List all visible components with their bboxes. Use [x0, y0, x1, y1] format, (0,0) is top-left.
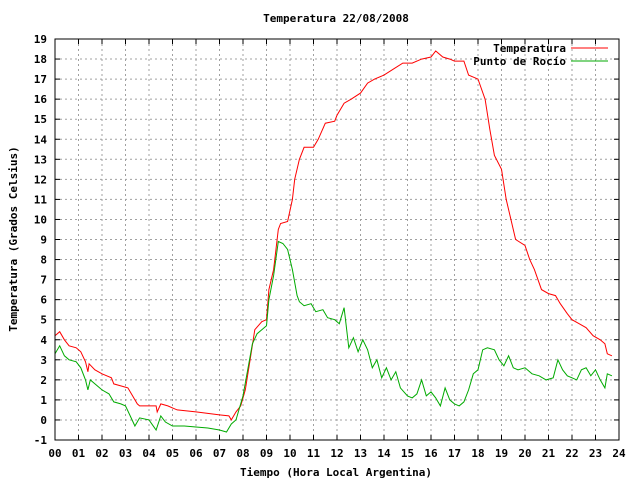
y-tick-label: 16	[34, 93, 48, 106]
x-tick-label: 21	[542, 447, 556, 460]
x-tick-label: 17	[448, 447, 461, 460]
y-tick-label: 8	[40, 254, 47, 267]
x-tick-label: 24	[612, 447, 626, 460]
y-tick-label: 0	[40, 414, 47, 427]
y-tick-label: 18	[34, 53, 47, 66]
x-tick-label: 05	[166, 447, 179, 460]
legend-label-temperatura: Temperatura	[493, 42, 566, 55]
x-tick-label: 08	[236, 447, 249, 460]
series-layer	[54, 50, 613, 433]
x-tick-label: 07	[213, 447, 226, 460]
x-tick-label: 00	[48, 447, 61, 460]
x-tick-label: 01	[72, 447, 86, 460]
legend-label-punto-de-rocio: Punto de Rocío	[473, 55, 566, 68]
x-tick-label: 13	[354, 447, 367, 460]
x-tick-label: 06	[189, 447, 203, 460]
x-tick-label: 10	[283, 447, 296, 460]
x-axis-label: Tiempo (Hora Local Argentina)	[240, 466, 432, 479]
y-tick-label: 14	[34, 133, 48, 146]
y-tick-label: 10	[34, 213, 47, 226]
x-tick-labels: 00 01 02 03 04 05 06 07 08 09 10 11 12 13 14 15 16 17 18 19…	[48, 447, 626, 460]
x-tick-label: 23	[589, 447, 602, 460]
y-tick-label: 3	[40, 354, 47, 367]
x-tick-label: 22	[565, 447, 578, 460]
y-tick-label: 4	[40, 334, 47, 347]
y-tick-label: 2	[40, 374, 47, 387]
x-tick-label: 12	[330, 447, 343, 460]
y-tick-label: 13	[34, 153, 47, 166]
y-tick-label: 11	[34, 193, 48, 206]
y-tick-label: 7	[40, 274, 47, 287]
y-tick-label: 15	[34, 113, 47, 126]
x-tick-label: 16	[424, 447, 438, 460]
x-tick-label: 03	[119, 447, 132, 460]
y-tick-label: 12	[34, 173, 47, 186]
x-tick-label: 09	[260, 447, 273, 460]
x-tick-label: 02	[95, 447, 108, 460]
y-tick-label: 9	[40, 234, 47, 247]
x-tick-label: 14	[377, 447, 391, 460]
x-tick-label: 15	[401, 447, 414, 460]
y-tick-label: -1	[34, 434, 48, 447]
y-tick-label: 6	[40, 294, 47, 307]
x-tick-label: 04	[142, 447, 156, 460]
series-line-punto-de-rocio	[54, 240, 613, 433]
chart-title: Temperatura 22/08/2008	[263, 12, 409, 25]
y-tick-label: 19	[34, 33, 47, 46]
y-tick-label: 5	[40, 314, 47, 327]
y-tick-label: 1	[40, 394, 47, 407]
grid	[55, 39, 619, 440]
series-line-temperatura	[54, 50, 613, 421]
x-tick-label: 11	[307, 447, 321, 460]
x-tick-label: 19	[495, 447, 508, 460]
y-axis-label: Temperatura (Grados Celsius)	[7, 146, 20, 331]
plot-frame	[54, 38, 620, 441]
legend: Temperatura Punto de Rocío	[473, 42, 608, 68]
y-tick-label: 17	[34, 73, 47, 86]
x-tick-label: 20	[518, 447, 531, 460]
x-tick-label: 18	[471, 447, 484, 460]
